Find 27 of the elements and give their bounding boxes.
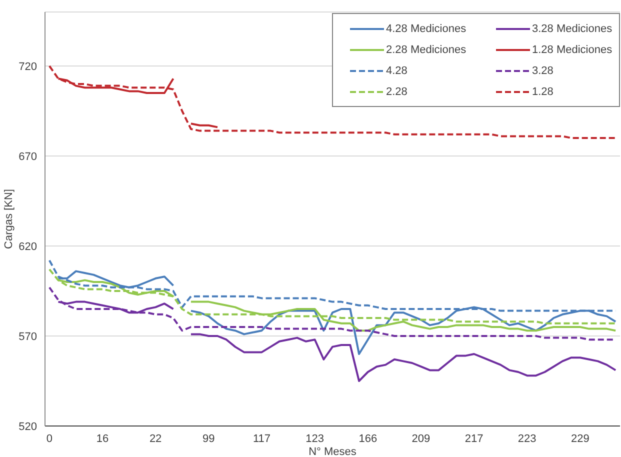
x-tick-label: 99 (202, 432, 215, 445)
legend-label: 4.28 (386, 64, 408, 76)
y-tick-label: 620 (18, 240, 37, 253)
x-tick-label: 217 (464, 432, 484, 445)
y-tick-label: 570 (18, 330, 37, 343)
legend-label: 1.28 Mediciones (532, 44, 612, 56)
x-tick-label: 123 (306, 432, 324, 445)
y-tick-label: 520 (18, 420, 37, 433)
legend-label: 1.28 (532, 86, 554, 98)
legend-label: 2.28 (386, 86, 408, 98)
x-tick-label: 229 (571, 432, 590, 445)
y-tick-label: 720 (18, 60, 37, 73)
y-tick-label: 670 (18, 150, 37, 163)
line-series (48, 65, 617, 139)
x-tick-label: 209 (412, 432, 430, 445)
x-axis-title: N° Meses (308, 446, 357, 457)
legend-label: 4.28 Mediciones (386, 22, 466, 34)
legend-label: 3.28 Mediciones (532, 22, 612, 34)
legend-label: 3.28 (532, 64, 554, 76)
y-axis-title: Cargas [KN] (2, 189, 15, 249)
x-tick-label: 22 (149, 432, 162, 445)
x-tick-label: 117 (252, 432, 271, 445)
x-tick-label: 166 (358, 432, 378, 445)
x-tick-label: 0 (46, 432, 52, 445)
x-tick-label: 16 (96, 432, 109, 445)
x-tick-label: 223 (518, 432, 536, 445)
legend-label: 2.28 Mediciones (386, 44, 466, 56)
